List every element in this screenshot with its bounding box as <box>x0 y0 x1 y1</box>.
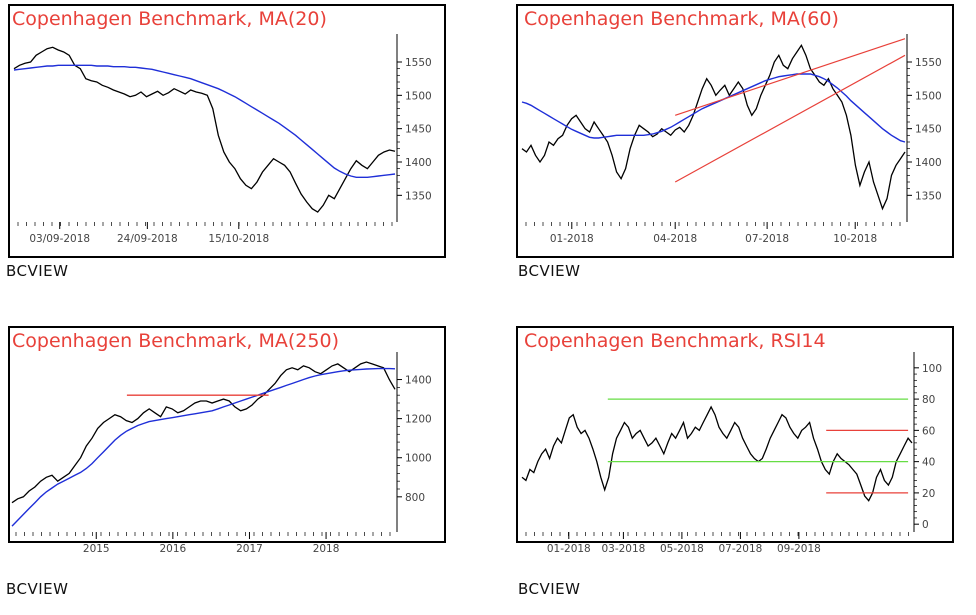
chart-ma20: 1350 1400 1450 1500 1550 03/09-2018 24/09-2018… <box>8 4 446 258</box>
x-tick-label: 09-2018 <box>777 543 821 555</box>
chart-title: Copenhagen Benchmark, MA(250) <box>12 330 339 352</box>
chart-title: Copenhagen Benchmark, MA(20) <box>12 8 327 30</box>
y-tick-label: 1500 <box>915 90 942 102</box>
chart-ma60: 1350 1400 1450 1500 1550 01-2018 04-2018 07-201… <box>516 4 954 258</box>
trend-line <box>675 38 906 116</box>
x-tick-label: 07-2018 <box>745 233 789 245</box>
x-tick-label: 2017 <box>236 543 263 555</box>
trend-line <box>674 54 906 183</box>
brand-label: BCVIEW <box>6 262 69 280</box>
y-tick-label: 1550 <box>915 57 942 69</box>
chart-title: Copenhagen Benchmark, MA(60) <box>524 8 839 30</box>
x-tick-label: 10-2018 <box>833 233 877 245</box>
x-tick-label: 03/09-2018 <box>29 233 90 245</box>
y-tick-label: 1450 <box>405 124 432 136</box>
x-tick-label: 2015 <box>83 543 110 555</box>
brand-label: BCVIEW <box>6 580 69 598</box>
y-tick-label: 800 <box>405 492 425 504</box>
x-tick-label: 03-2018 <box>601 543 645 555</box>
x-tick-label: 2016 <box>159 543 186 555</box>
brand-label: BCVIEW <box>518 262 581 280</box>
y-tick-label: 1000 <box>405 453 432 465</box>
x-tick-label: 01-2018 <box>547 543 591 555</box>
x-tick-label: 24/09-2018 <box>117 233 178 245</box>
y-tick-label: 40 <box>922 457 935 469</box>
y-tick-label: 1350 <box>915 190 942 202</box>
y-tick-label: 1550 <box>405 57 432 69</box>
chart-panel-ma60: 1350 1400 1450 1500 1550 01-2018 04-2018 07-201… <box>512 0 972 300</box>
y-tick-label: 80 <box>922 394 935 406</box>
brand-label: BCVIEW <box>518 580 581 598</box>
chart-frame <box>516 4 954 258</box>
ma-series-line <box>11 367 396 527</box>
y-tick-label: 20 <box>922 488 935 500</box>
y-tick-label: 0 <box>922 519 929 531</box>
y-tick-label: 1500 <box>405 90 432 102</box>
x-tick-label: 01-2018 <box>550 233 594 245</box>
x-tick-label: 05-2018 <box>660 543 704 555</box>
y-tick-label: 100 <box>922 363 942 375</box>
chart-frame <box>516 326 954 543</box>
chart-title: Copenhagen Benchmark, RSI14 <box>524 330 826 352</box>
chart-panel-rsi14: 0 20 40 60 80 100 01-2018 03-2018 05-2018 07-2018… <box>512 322 972 612</box>
y-tick-label: 1450 <box>915 124 942 136</box>
chart-frame <box>8 326 446 543</box>
x-tick-label: 07-2018 <box>718 543 762 555</box>
y-tick-label: 1200 <box>405 414 432 426</box>
chart-frame <box>8 4 446 258</box>
price-series-line <box>13 46 396 213</box>
chart-ma250: 800 1000 1200 1400 2015 2016 2017 2018 <box>8 326 446 555</box>
y-tick-label: 60 <box>922 425 935 437</box>
ma-series-line <box>13 64 396 179</box>
price-series-line <box>521 405 913 502</box>
x-tick-label: 04-2018 <box>653 233 697 245</box>
ma-series-line <box>521 73 906 143</box>
chart-panel-ma20: 1350 1400 1450 1500 1550 03/09-2018 24/09-2018… <box>0 0 460 300</box>
y-tick-label: 1350 <box>405 190 432 202</box>
price-series-line <box>521 43 906 211</box>
x-tick-label: 2018 <box>313 543 340 555</box>
x-tick-label: 15/10-2018 <box>208 233 269 245</box>
price-series-line <box>11 361 396 504</box>
y-tick-label: 1400 <box>915 157 942 169</box>
y-tick-label: 1400 <box>405 157 432 169</box>
chart-rsi14: 0 20 40 60 80 100 01-2018 03-2018 05-2018 07-2018… <box>516 326 954 555</box>
chart-panel-ma250: 800 1000 1200 1400 2015 2016 2017 2018 Copenhag… <box>0 322 460 612</box>
y-tick-label: 1400 <box>405 375 432 387</box>
